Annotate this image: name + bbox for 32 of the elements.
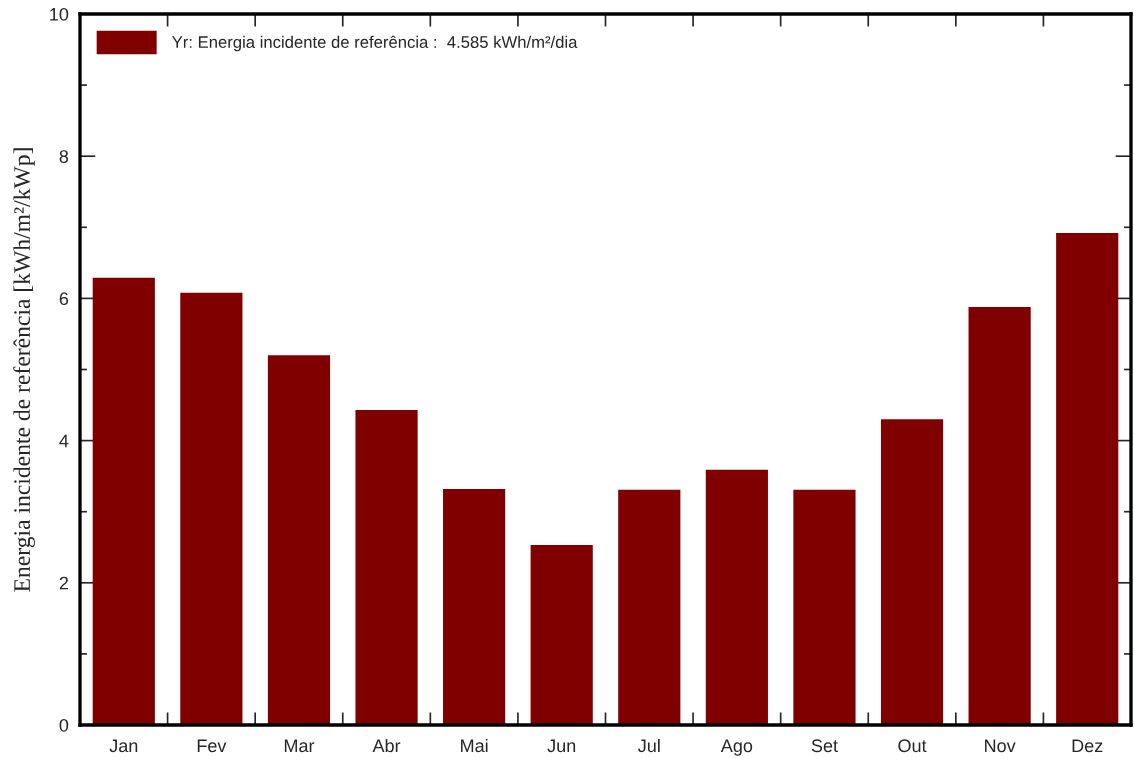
y-tick-label: 4 [59,434,69,448]
x-tick-label: Fev [197,739,227,753]
x-tick-label: Out [898,739,927,753]
bar [355,410,418,725]
bar [180,292,243,725]
bar [705,469,768,725]
x-tick-label: Jan [109,739,138,753]
bar [92,277,155,725]
y-tick-label: 2 [59,576,68,590]
bar [880,419,944,725]
x-tick-label: Abr [372,738,401,753]
bar [968,306,1031,725]
y-axis-title: Energia incidente de referência [kWh/m²/kWp] [13,148,35,592]
x-tick-label: Set [811,739,838,753]
legend-label: Yr: Energia incidente de referência : 4.585 kWh/m²/dia [172,35,578,52]
y-tick-label: 8 [59,150,69,163]
x-tick-label: Jun [547,739,576,753]
x-tick-label: Nov [985,739,1016,753]
x-tick-label: Mar [284,739,315,753]
x-tick-label: Jul [638,738,660,753]
bar [618,489,681,725]
bar [443,488,506,725]
x-tick-label: Dez [1072,739,1103,753]
bar [793,489,856,725]
bar [530,545,593,725]
bar [1056,232,1119,725]
x-tick-label: Mai [461,738,488,753]
y-tick-label: 10 [50,7,69,21]
y-tick-label: 0 [59,718,69,732]
y-tick-label: 6 [59,292,69,306]
bar [267,355,331,725]
x-tick-label: Ago [720,739,753,756]
